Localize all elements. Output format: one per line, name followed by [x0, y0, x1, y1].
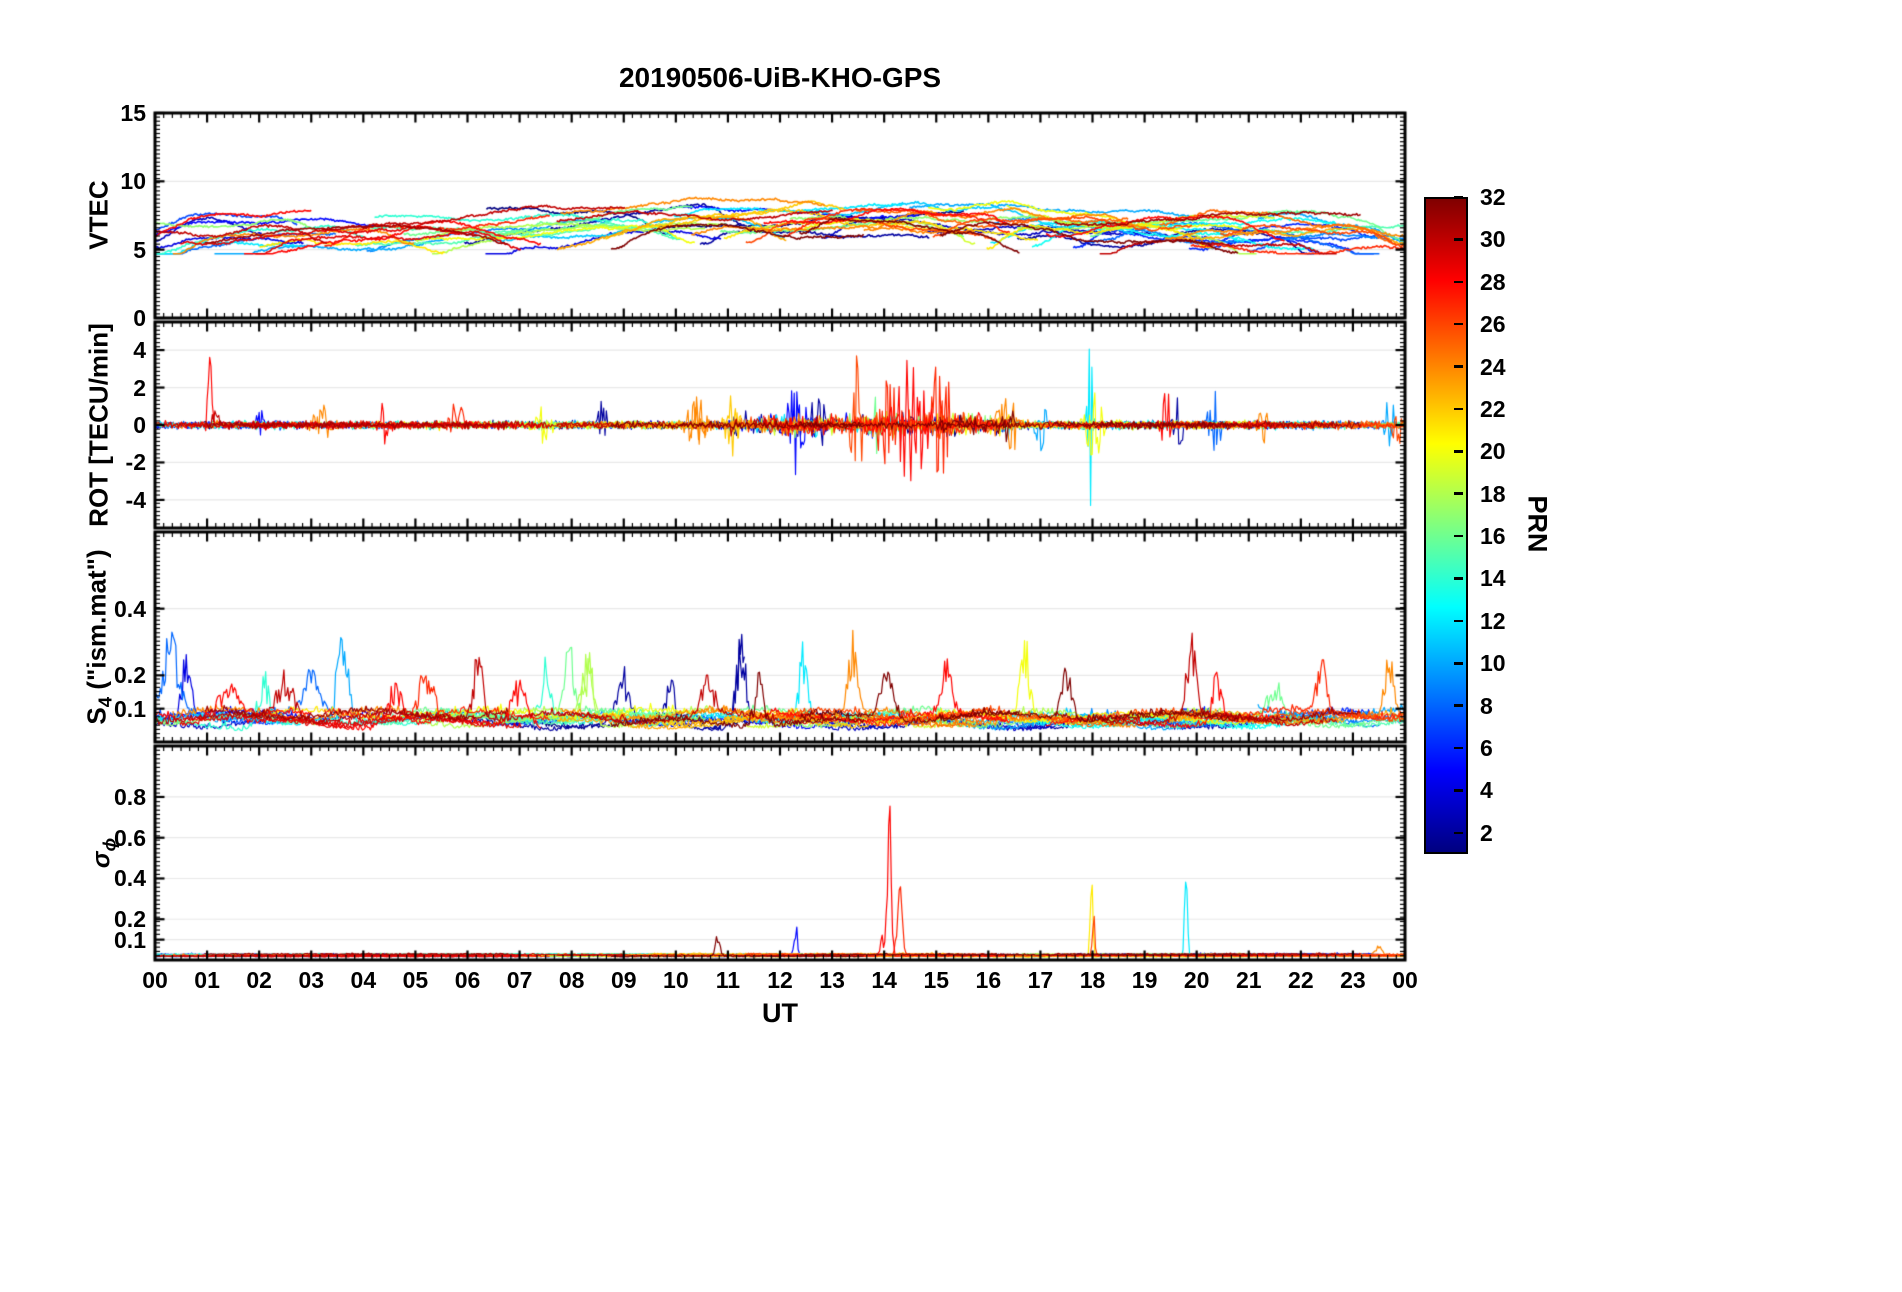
colorbar-tick-mark — [1454, 492, 1463, 495]
colorbar-tick-label: 10 — [1480, 650, 1506, 677]
y-tick-label: 0 — [133, 412, 146, 438]
x-tick-label: 13 — [819, 967, 845, 993]
colorbar-tick-mark — [1454, 534, 1463, 538]
x-tick-label: 17 — [1027, 967, 1054, 993]
x-tick-label: 07 — [506, 967, 533, 993]
colorbar-tick-label: 20 — [1480, 438, 1506, 465]
x-tick-label: 14 — [871, 967, 897, 993]
colorbar-tick-mark — [1454, 238, 1463, 241]
x-tick-label: 08 — [558, 967, 585, 993]
colorbar-tick-label: 4 — [1480, 777, 1493, 804]
chart-title: 20190506-UiB-KHO-GPS — [618, 62, 942, 93]
y-tick-label: 2 — [133, 374, 146, 401]
x-tick-label: 04 — [350, 967, 377, 993]
colorbar-tick-label: 2 — [1480, 819, 1493, 846]
x-tick-label: 02 — [246, 967, 272, 993]
colorbar-tick-label: 32 — [1480, 184, 1506, 210]
colorbar-tick-mark — [1454, 450, 1463, 453]
x-tick-label: 00 — [142, 967, 168, 993]
colorbar-tick-mark — [1454, 619, 1463, 623]
x-tick-label: 01 — [194, 967, 220, 993]
x-tick-label: 00 — [1392, 967, 1418, 993]
x-tick-label: 22 — [1288, 967, 1314, 993]
x-axis-label: UT — [762, 998, 798, 1028]
x-tick-label: 20 — [1183, 967, 1210, 993]
colorbar-tick-mark — [1454, 280, 1463, 284]
x-tick-label: 11 — [715, 967, 741, 993]
x-tick-label: 19 — [1131, 967, 1158, 993]
colorbar-tick-label: 18 — [1480, 480, 1506, 507]
x-tick-label: 03 — [298, 967, 325, 993]
y-tick-label: -4 — [125, 486, 146, 513]
colorbar-tick-label: 12 — [1480, 607, 1506, 634]
x-tick-label: 15 — [923, 967, 950, 993]
colorbar-tick-mark — [1454, 577, 1463, 580]
y-tick-label: 0.1 — [114, 695, 146, 722]
x-tick-label: 05 — [402, 967, 429, 993]
y-tick-label: 5 — [133, 236, 146, 263]
colorbar-tick-mark — [1454, 746, 1463, 750]
colorbar-tick-label: 22 — [1480, 395, 1506, 422]
y-tick-label: 0.2 — [114, 906, 146, 933]
y-tick-label: 10 — [120, 168, 146, 195]
x-tick-label: 10 — [663, 967, 689, 993]
x-tick-label: 16 — [975, 967, 1002, 993]
x-tick-label: 23 — [1340, 967, 1366, 993]
colorbar-tick-mark — [1454, 322, 1463, 326]
y-tick-label: 0.8 — [114, 783, 146, 810]
colorbar-tick-label: 16 — [1480, 523, 1506, 550]
y-tick-label: 15 — [120, 100, 146, 126]
colorbar-tick-mark — [1454, 704, 1463, 707]
colorbar-tick-mark — [1454, 662, 1463, 665]
colorbar-tick-mark — [1454, 789, 1463, 792]
colorbar — [1424, 197, 1468, 854]
y-tick-label: 4 — [133, 337, 146, 364]
y-tick-label: 0.6 — [114, 824, 146, 851]
x-tick-label: 18 — [1079, 967, 1106, 993]
y-tick-label: 0 — [133, 305, 146, 331]
y-tick-label: 0.4 — [114, 865, 146, 892]
y-tick-label: -2 — [125, 449, 146, 476]
colorbar-tick-label: 6 — [1480, 735, 1493, 762]
colorbar-tick-label: 14 — [1480, 565, 1506, 592]
y-tick-label: 0.1 — [114, 926, 146, 953]
y-tick-label: 0.4 — [114, 595, 146, 622]
colorbar-tick-label: 24 — [1480, 353, 1506, 380]
x-tick-label: 21 — [1235, 967, 1262, 993]
colorbar-tick-mark — [1454, 407, 1463, 411]
x-tick-label: 06 — [454, 967, 481, 993]
colorbar-tick-label: 26 — [1480, 311, 1506, 338]
colorbar-tick-mark — [1454, 365, 1463, 368]
x-tick-label: 09 — [610, 967, 637, 993]
colorbar-tick-mark — [1454, 831, 1463, 835]
colorbar-tick-label: 30 — [1480, 226, 1506, 253]
colorbar-tick-label: 8 — [1480, 692, 1493, 719]
x-tick-label: 12 — [767, 967, 793, 993]
y-tick-label: 0.2 — [114, 662, 146, 689]
colorbar-tick-mark — [1454, 195, 1463, 199]
colorbar-tick-label: 28 — [1480, 268, 1506, 295]
